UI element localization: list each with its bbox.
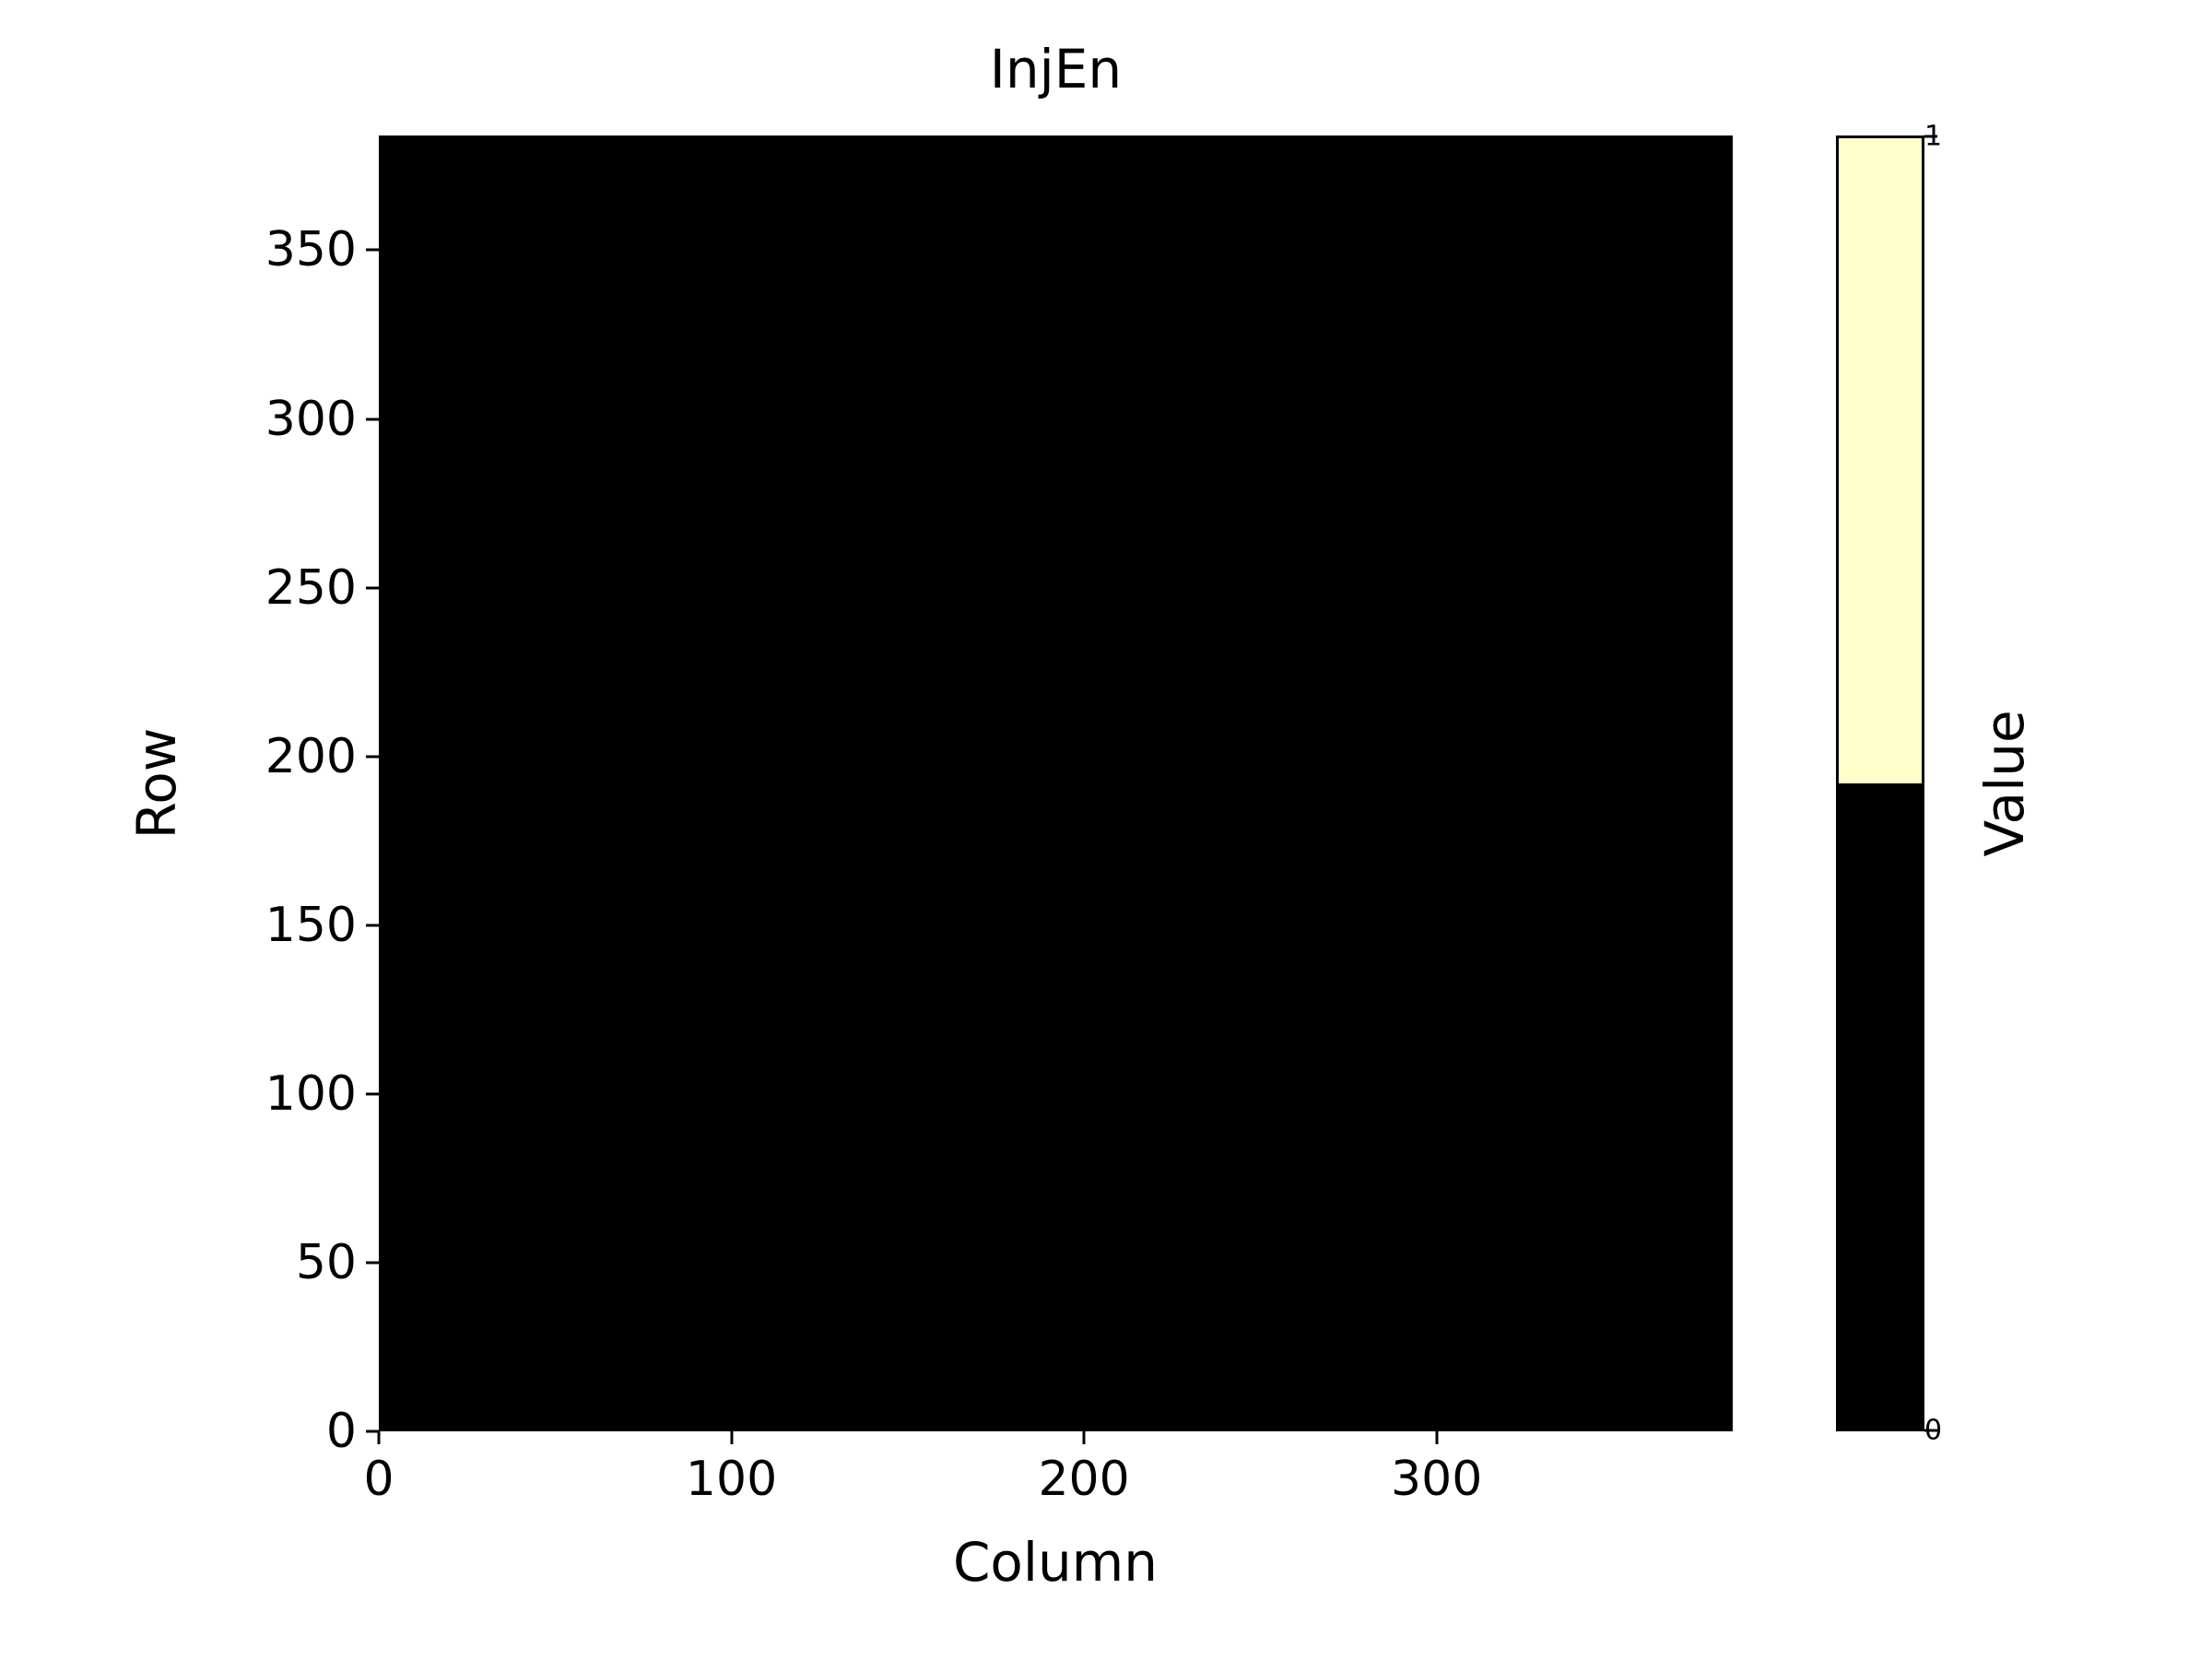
- y-tick-label: 100: [265, 1065, 357, 1122]
- y-tick-label: 0: [325, 1404, 357, 1459]
- heatmap-image[interactable]: [379, 135, 1733, 1431]
- y-tick-label: 150: [265, 897, 357, 953]
- colorbar-gradient: [1839, 138, 1922, 1429]
- x-tick-label: 100: [685, 1452, 778, 1507]
- y-tick-mark: [366, 755, 379, 759]
- y-axis-label: Row: [125, 727, 188, 840]
- colorbar-tick-label: 0: [1924, 1414, 1943, 1447]
- x-tick-mark: [730, 1431, 734, 1444]
- x-tick-mark: [377, 1431, 381, 1444]
- colorbar-tick-mark: [1924, 1429, 1937, 1432]
- x-tick-label: 0: [363, 1452, 394, 1507]
- heatmap-axes[interactable]: 0 50 100 150 200 250 300 350 0 100 200 3…: [265, 135, 1733, 1507]
- x-axis-label: Column: [952, 1531, 1159, 1594]
- y-tick-label: 300: [265, 391, 357, 447]
- x-tick-label: 300: [1391, 1452, 1483, 1507]
- colorbar-tick-mark: [1924, 135, 1937, 138]
- colorbar[interactable]: [1836, 135, 1924, 1431]
- y-tick-mark: [366, 1430, 379, 1433]
- y-tick-label: 200: [265, 728, 357, 784]
- y-tick-mark: [366, 1092, 379, 1096]
- y-tick-mark: [366, 924, 379, 927]
- y-tick-mark: [366, 418, 379, 421]
- page-title: InjEn: [989, 38, 1123, 100]
- x-tick-mark: [1435, 1431, 1439, 1444]
- y-tick-label: 50: [295, 1234, 357, 1290]
- y-tick-mark: [366, 586, 379, 590]
- x-tick-mark: [1082, 1431, 1086, 1444]
- colorbar-tick-label: 1: [1924, 120, 1943, 153]
- x-tick-label: 200: [1038, 1452, 1130, 1507]
- y-tick-mark: [366, 248, 379, 252]
- y-tick-mark: [366, 1261, 379, 1265]
- y-tick-label: 250: [265, 559, 357, 616]
- y-tick-label: 350: [265, 222, 357, 278]
- colorbar-label: Value: [1973, 710, 2036, 857]
